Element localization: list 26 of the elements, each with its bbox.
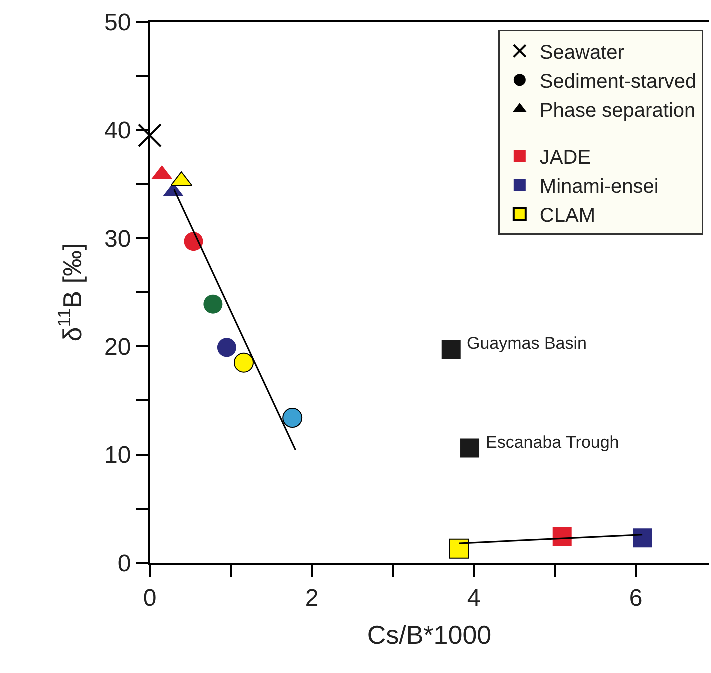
legend-label: Sediment-starved [540, 70, 697, 93]
point [234, 352, 254, 373]
legend-label: Minami-ensei [540, 176, 659, 198]
point [204, 294, 223, 314]
y-tick-label: 50 [104, 9, 132, 36]
y-tick-label: 40 [104, 118, 132, 145]
legend-label: JADE [540, 146, 592, 169]
x-axis-title: Cs/B*1000 [367, 620, 492, 650]
point [442, 340, 461, 360]
annotation: Guaymas Basin [467, 334, 587, 353]
y-tick-label: 20 [104, 334, 132, 361]
x-tick-label: 6 [629, 584, 643, 612]
y-tick-label: 10 [104, 442, 132, 470]
x-tick-label: 4 [467, 584, 481, 612]
point [217, 338, 236, 358]
point [138, 124, 162, 148]
legend-label: CLAM [540, 204, 596, 227]
y-tick-label: 30 [104, 226, 132, 253]
point [282, 408, 303, 428]
x-tick-label: 2 [305, 584, 319, 612]
legend-label: Seawater [540, 42, 625, 64]
point [460, 438, 480, 458]
annotation: Escanaba Trough [486, 433, 620, 452]
legend-label: Phase separation [540, 100, 696, 122]
x-tick-label: 0 [143, 584, 157, 612]
y-tick-label: 0 [118, 550, 132, 578]
